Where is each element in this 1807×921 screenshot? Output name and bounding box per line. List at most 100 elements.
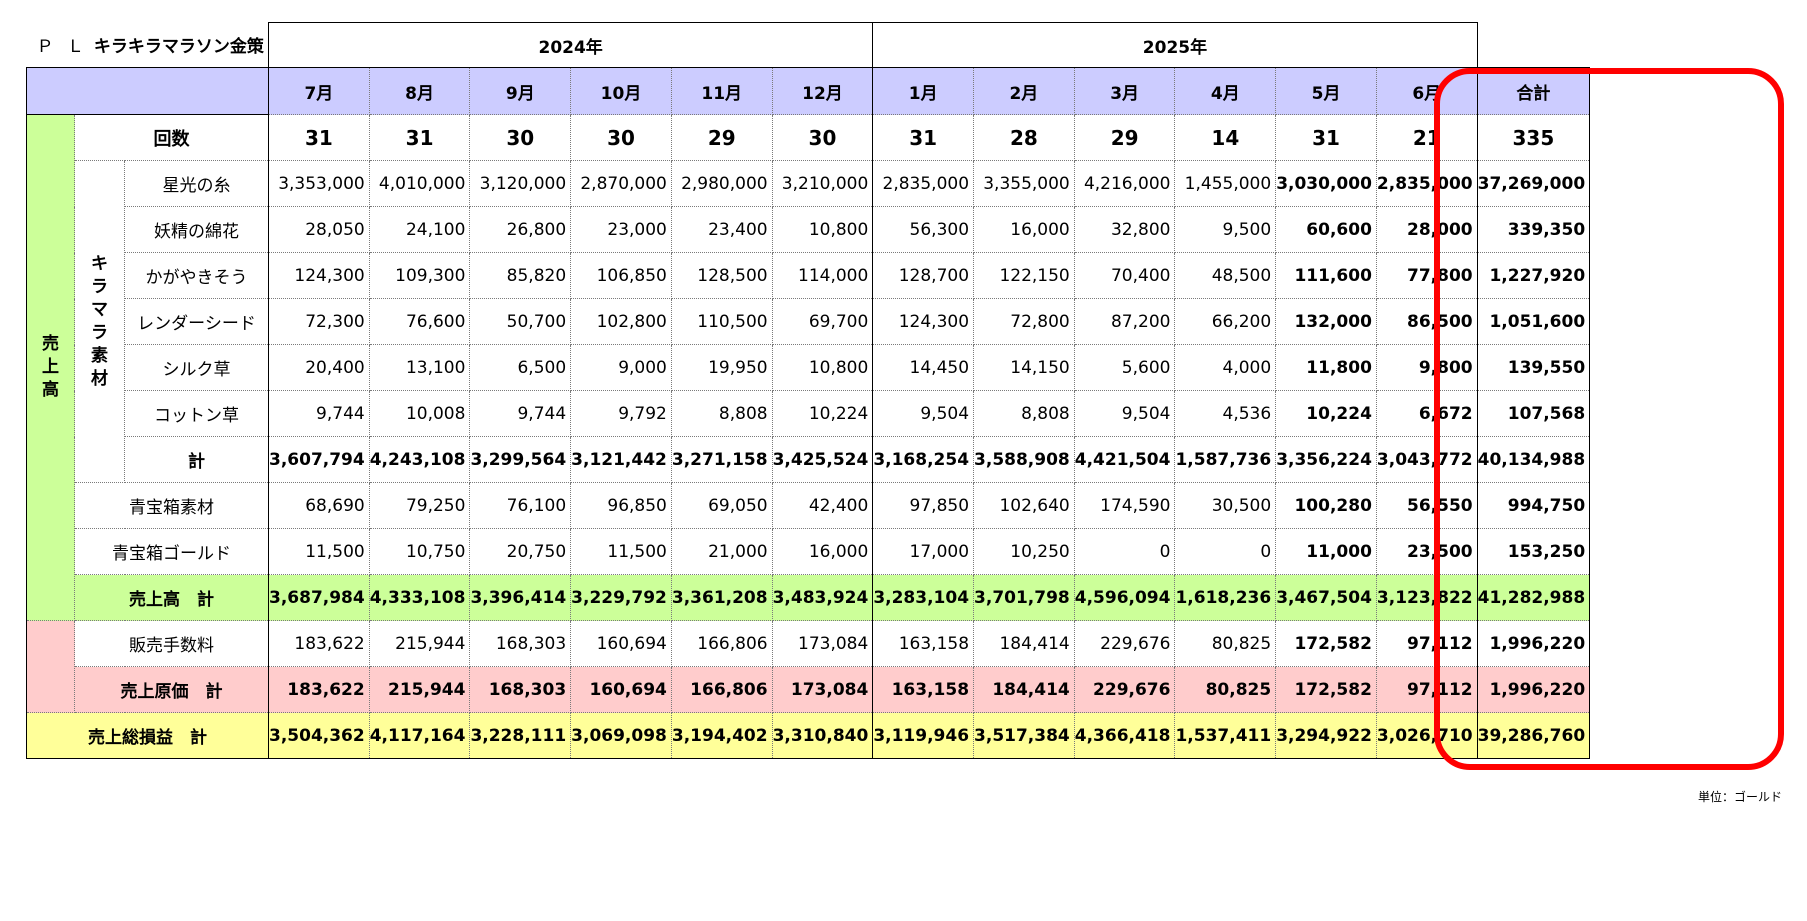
sales-total-label: 売上高 計 — [74, 574, 269, 621]
value-cell: 87,200 — [1073, 298, 1176, 345]
value-cell: 14,450 — [872, 344, 975, 391]
value-cell: 19,950 — [670, 344, 773, 391]
value-cell: 173,084 — [771, 666, 874, 713]
value-cell: 4,596,094 — [1073, 574, 1176, 621]
value-cell: 16,000 — [973, 206, 1075, 253]
sales-total-row: 売上高 計 3,687,984 4,333,108 3,396,414 3,229,79… — [26, 574, 1591, 621]
sheet-title: Ｐ Ｌ キラキラマラソン金策 — [36, 37, 264, 58]
value-cell: 9,744 — [268, 390, 370, 437]
year-2024-header: 2024年 — [267, 22, 874, 68]
value-cell: 96,850 — [570, 482, 672, 529]
value-cell: 32,800 — [1073, 206, 1176, 253]
year-header-row: Ｐ Ｌ キラキラマラソン金策 2024年 2025年 — [27, 22, 1590, 68]
count-cell: 14 — [1174, 114, 1277, 161]
value-cell: 10,800 — [771, 344, 874, 391]
value-cell: 4,216,000 — [1073, 160, 1176, 207]
value-cell: 168,303 — [469, 620, 572, 667]
total-cell: 1,227,920 — [1476, 252, 1591, 299]
value-cell: 23,000 — [570, 206, 672, 253]
value-cell: 8,808 — [670, 390, 773, 437]
value-cell: 4,243,108 — [368, 436, 471, 483]
value-cell: 3,353,000 — [268, 160, 370, 207]
value-cell: 11,800 — [1275, 344, 1377, 391]
value-cell: 128,500 — [670, 252, 773, 299]
value-cell: 26,800 — [469, 206, 572, 253]
value-cell: 215,944 — [368, 620, 471, 667]
month-header: 2月 — [973, 67, 1075, 115]
total-cell: 40,134,988 — [1476, 436, 1591, 483]
value-cell: 69,700 — [771, 298, 874, 345]
value-cell: 102,640 — [973, 482, 1075, 529]
total-cell: 1,051,600 — [1476, 298, 1591, 345]
value-cell: 5,600 — [1073, 344, 1176, 391]
value-cell: 9,792 — [570, 390, 672, 437]
value-cell: 3,069,098 — [570, 712, 672, 759]
kirakira-item-row: コットン草 9,744 10,008 9,744 9,792 8,808 10,224 9,5… — [27, 390, 1591, 437]
value-cell: 110,500 — [670, 298, 773, 345]
value-cell: 106,850 — [570, 252, 672, 299]
value-cell: 163,158 — [872, 666, 975, 713]
month-header: 10月 — [570, 67, 672, 115]
total-cell: 994,750 — [1476, 482, 1591, 529]
value-cell: 128,700 — [872, 252, 975, 299]
value-cell: 24,100 — [368, 206, 471, 253]
count-row-label: 回数 — [74, 114, 269, 161]
value-cell: 10,008 — [368, 390, 471, 437]
count-cell: 30 — [771, 114, 874, 161]
value-cell: 13,100 — [368, 344, 471, 391]
value-cell: 77,800 — [1375, 252, 1478, 299]
value-cell: 4,010,000 — [368, 160, 471, 207]
month-header: 9月 — [469, 67, 572, 115]
value-cell: 3,701,798 — [973, 574, 1075, 621]
pl-table: Ｐ Ｌ キラキラマラソン金策 2024年 2025年 7月 8月 9月 10月 11月 12… — [26, 22, 1591, 759]
item-label: 星光の糸 — [124, 160, 269, 207]
value-cell: 3,467,504 — [1275, 574, 1377, 621]
value-cell: 3,194,402 — [670, 712, 773, 759]
value-cell: 3,229,792 — [570, 574, 672, 621]
value-cell: 166,806 — [670, 666, 773, 713]
month-header: 12月 — [771, 67, 874, 115]
count-cell: 21 — [1375, 114, 1478, 161]
kirakira-subtotal-row: 計 3,607,794 4,243,108 3,299,564 3,121,442 3,2… — [27, 436, 1591, 483]
total-cell: 153,250 — [1476, 528, 1591, 575]
count-cell: 31 — [1275, 114, 1377, 161]
count-cell: 31 — [268, 114, 370, 161]
value-cell: 3,588,908 — [973, 436, 1075, 483]
value-cell: 42,400 — [771, 482, 874, 529]
value-cell: 80,825 — [1174, 666, 1277, 713]
value-cell: 3,356,224 — [1275, 436, 1377, 483]
value-cell: 0 — [1174, 528, 1277, 575]
value-cell: 97,850 — [872, 482, 975, 529]
value-cell: 50,700 — [469, 298, 572, 345]
value-cell: 68,690 — [268, 482, 370, 529]
value-cell: 3,361,208 — [670, 574, 773, 621]
kirakira-item-row: キラマラ素材星光の糸 3,353,000 4,010,000 3,120,000 2,8… — [27, 160, 1591, 483]
count-cell: 28 — [973, 114, 1075, 161]
count-row: 売上高回数 31 31 30 30 29 30 31 28 29 14 31 21 335 — [26, 114, 1591, 621]
total-cell: 139,550 — [1476, 344, 1591, 391]
value-cell: 2,835,000 — [1375, 160, 1478, 207]
value-cell: 72,300 — [268, 298, 370, 345]
unit-note: 単位：ゴールド — [1697, 790, 1782, 804]
item-label: シルク草 — [124, 344, 269, 391]
value-cell: 6,672 — [1375, 390, 1478, 437]
value-cell: 28,050 — [268, 206, 370, 253]
count-cell: 30 — [570, 114, 672, 161]
value-cell: 9,500 — [1174, 206, 1277, 253]
total-cell: 1,996,220 — [1476, 620, 1591, 667]
value-cell: 3,504,362 — [268, 712, 370, 759]
month-header: 11月 — [670, 67, 773, 115]
value-cell: 10,800 — [771, 206, 874, 253]
subtotal-label: 計 — [124, 436, 269, 483]
value-cell: 229,676 — [1073, 620, 1176, 667]
value-cell: 184,414 — [973, 666, 1075, 713]
item-label: コットン草 — [124, 390, 269, 437]
value-cell: 10,224 — [1275, 390, 1377, 437]
item-label: レンダーシード — [124, 298, 269, 345]
value-cell: 3,119,946 — [872, 712, 975, 759]
value-cell: 3,228,111 — [469, 712, 572, 759]
kirakira-group-label: キラマラ素材 — [74, 160, 125, 483]
value-cell: 3,120,000 — [469, 160, 572, 207]
value-cell: 215,944 — [368, 666, 471, 713]
month-header: 5月 — [1275, 67, 1377, 115]
